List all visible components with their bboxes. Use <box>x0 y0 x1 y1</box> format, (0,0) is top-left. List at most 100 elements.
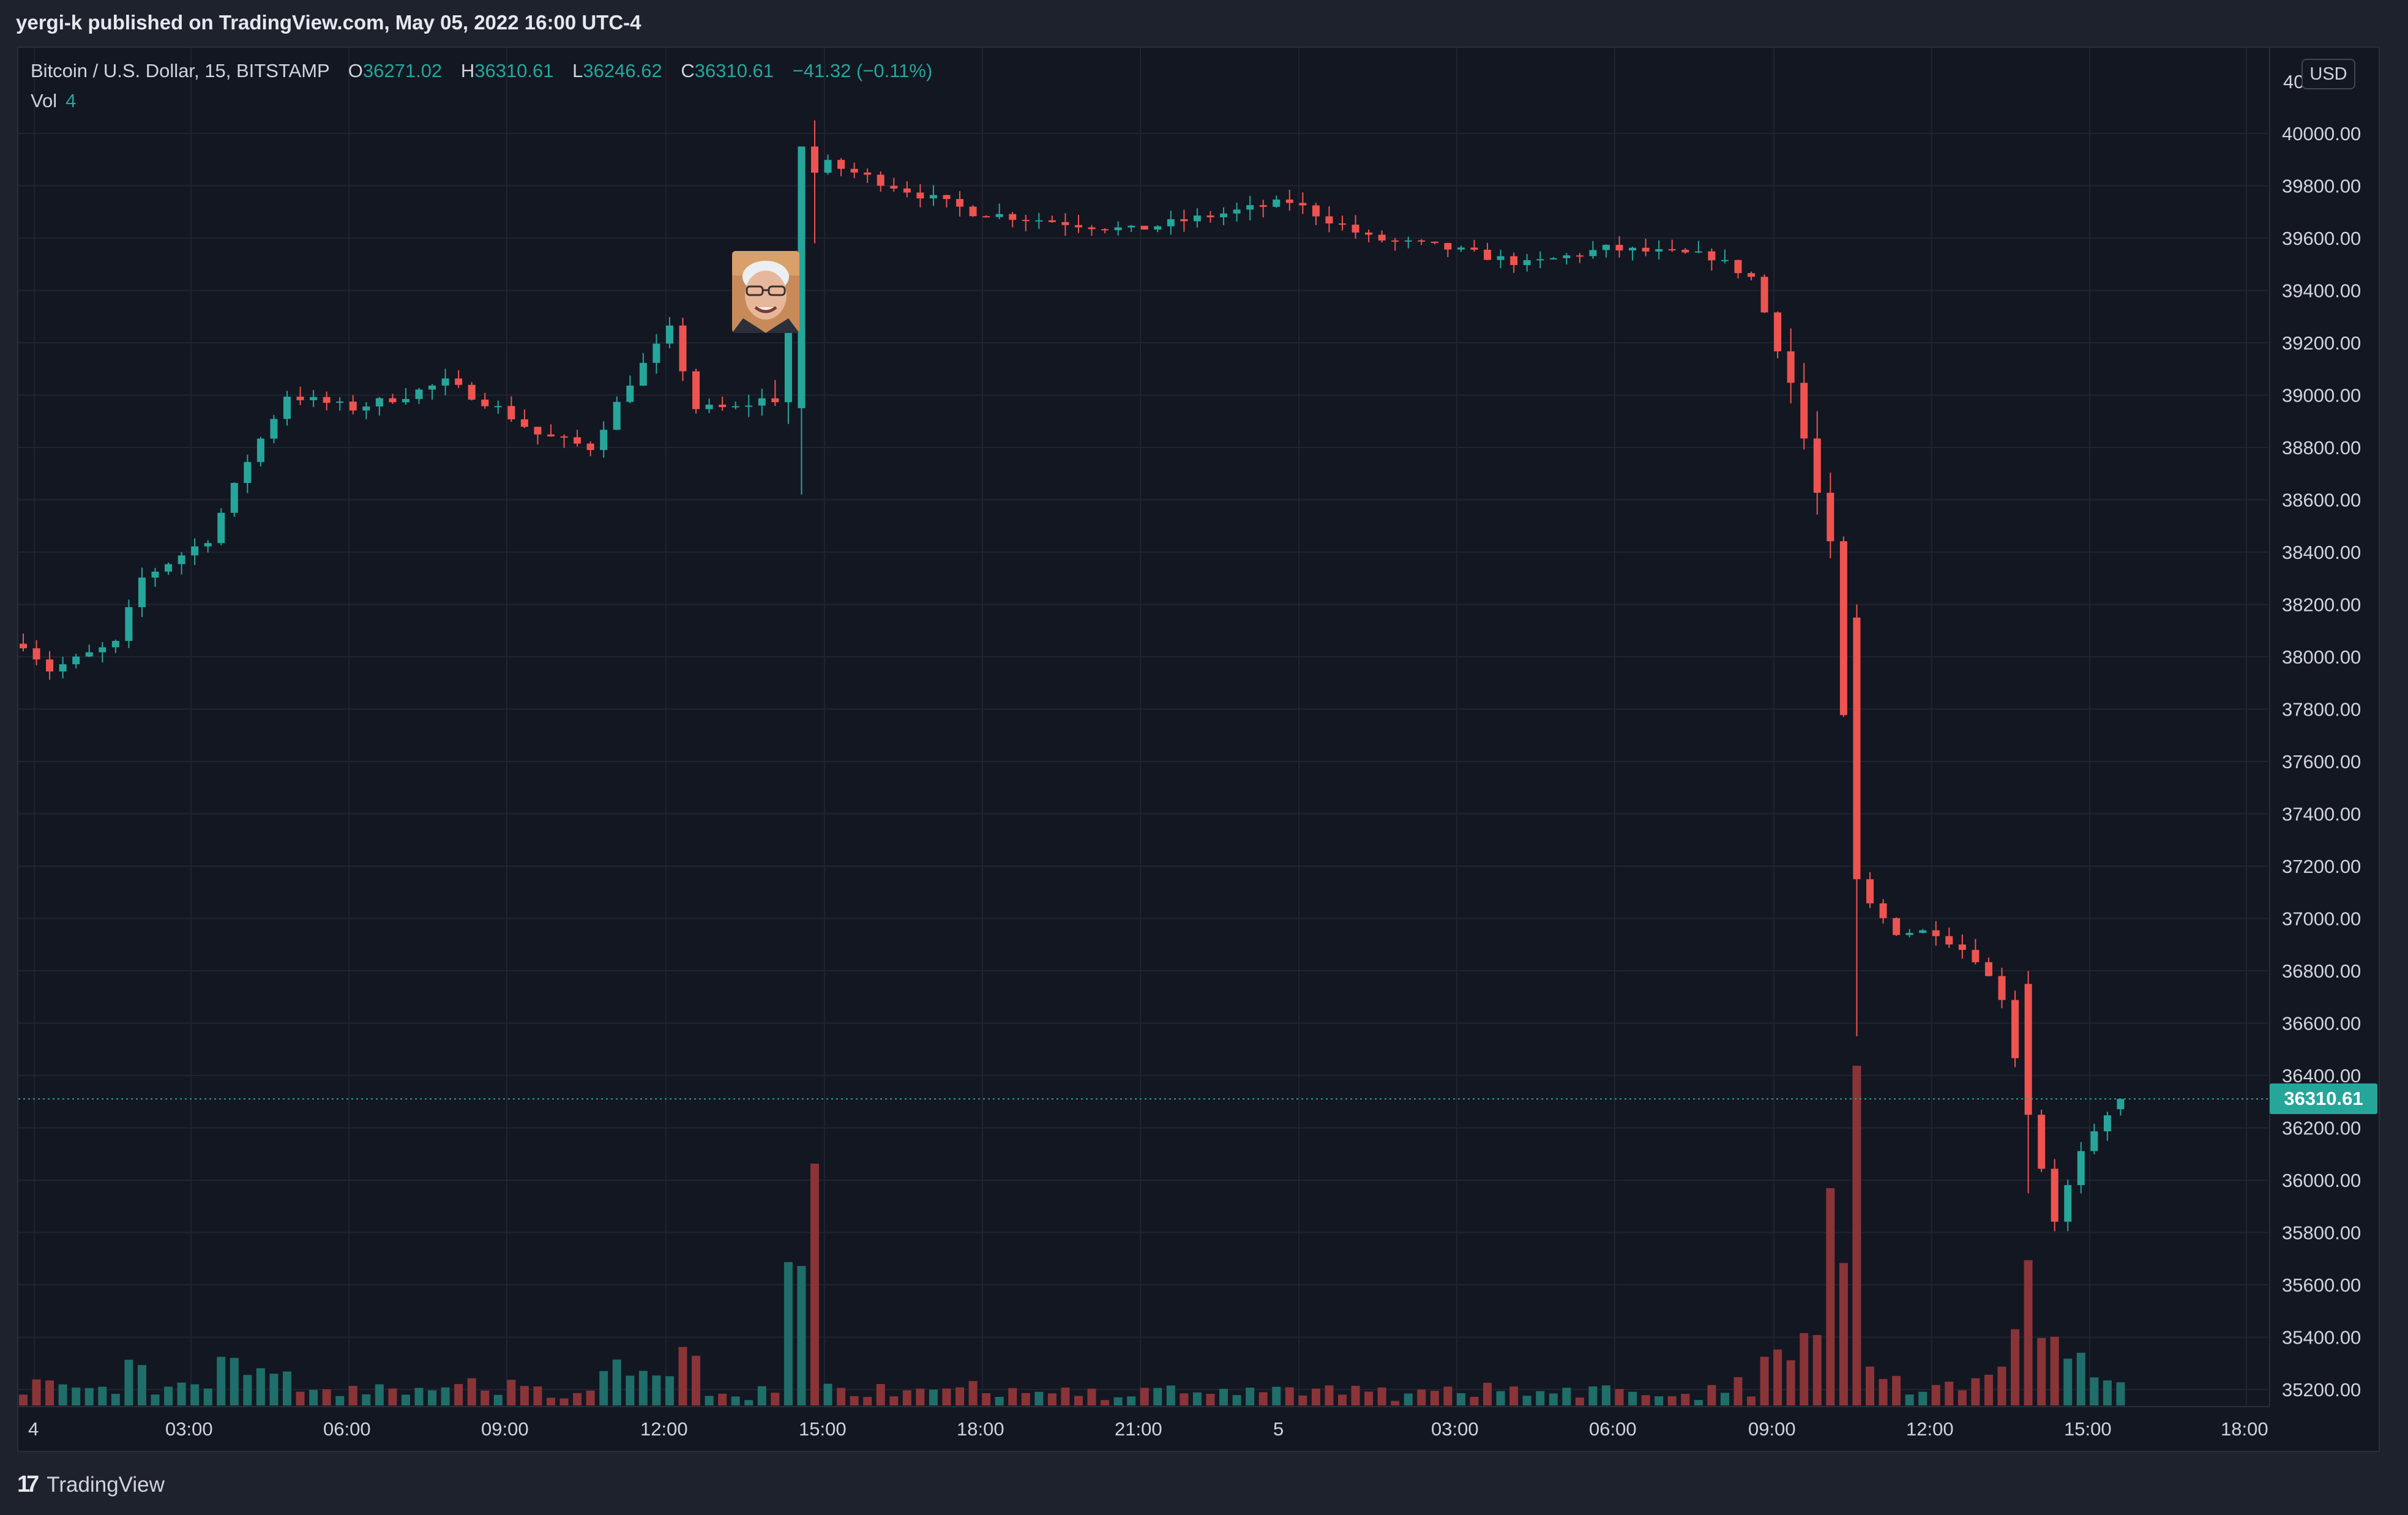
volume-bar <box>1641 1395 1650 1405</box>
volume-bar <box>1483 1383 1492 1405</box>
volume-bar <box>19 1394 28 1405</box>
price-tick-label: 35200.00 <box>2282 1379 2361 1401</box>
tradingview-logo[interactable]: 17 TradingView <box>17 1472 165 1498</box>
time-tick-label: 03:00 <box>165 1418 213 1440</box>
volume-bar <box>1272 1386 1281 1405</box>
candle-body <box>165 564 173 572</box>
candle-body <box>1193 215 1201 222</box>
price-tick-label: 37000.00 <box>2282 908 2361 930</box>
volume-bar <box>164 1386 173 1405</box>
volume-bar <box>309 1390 318 1405</box>
volume-bar <box>1931 1385 1940 1405</box>
volume-bar <box>1470 1396 1479 1405</box>
candle-body <box>1866 879 1874 903</box>
volume-bar <box>414 1388 424 1405</box>
candle-body <box>745 405 753 407</box>
candle-body <box>99 647 107 653</box>
symbol-title[interactable]: Bitcoin / U.S. Dollar, 15, BITSTAMP <box>31 60 330 81</box>
candle-body <box>1681 250 1689 253</box>
volume-legend[interactable]: Vol 4 <box>31 90 76 112</box>
volume-bar <box>151 1394 160 1405</box>
volume-bar <box>665 1376 674 1405</box>
volume-bar <box>1549 1393 1558 1405</box>
tradingview-logo-icon: 17 <box>17 1472 39 1497</box>
candle-body <box>600 430 608 451</box>
candle-body <box>560 436 568 438</box>
volume-bar <box>124 1360 133 1405</box>
candle-body <box>1893 918 1901 935</box>
candle-body <box>151 571 159 578</box>
price-tick-label: 38400.00 <box>2282 542 2361 563</box>
candle-body <box>2038 1115 2046 1169</box>
candle-body <box>613 402 621 430</box>
volume-bar <box>955 1387 965 1405</box>
candle-body <box>1563 255 1571 258</box>
candle-body <box>1774 312 1782 351</box>
volume-bar <box>810 1164 819 1405</box>
volume-bar <box>388 1388 397 1405</box>
volume-bar <box>493 1394 503 1405</box>
volume-bar <box>190 1384 200 1405</box>
time-tick-label: 5 <box>1273 1418 1284 1440</box>
close-key: C <box>681 60 695 81</box>
candle-body <box>877 174 884 186</box>
volume-bar <box>1720 1393 1729 1405</box>
close-value: 36310.61 <box>694 60 774 81</box>
volume-bar <box>1971 1378 1980 1405</box>
currency-badge[interactable]: USD <box>2301 59 2355 89</box>
price-tick-label: 40000.00 <box>2282 123 2361 144</box>
candle-body <box>1576 255 1584 257</box>
volume-bar <box>718 1393 727 1405</box>
candle-body <box>864 172 872 175</box>
candle-body <box>415 389 423 399</box>
candle-body <box>375 398 383 407</box>
volume-bar <box>1879 1378 1888 1405</box>
price-tick-label: 37800.00 <box>2282 699 2361 720</box>
candle-body <box>349 402 357 411</box>
candle-body <box>1009 214 1017 220</box>
price-tick-label: 39400.00 <box>2282 280 2361 302</box>
volume-bar <box>1456 1393 1465 1405</box>
candle-body <box>1879 903 1887 918</box>
price-tick-label: 35800.00 <box>2282 1222 2361 1244</box>
candle-body <box>336 402 344 403</box>
time-tick-label: 06:00 <box>323 1418 371 1440</box>
candle-body <box>890 185 898 189</box>
volume-bar <box>771 1393 780 1405</box>
volume-bar <box>626 1375 635 1405</box>
volume-bar <box>1852 1066 1861 1405</box>
volume-bar <box>1219 1388 1228 1405</box>
candle-body <box>1075 225 1082 228</box>
candle-body <box>903 188 911 193</box>
candle-body <box>1154 226 1162 230</box>
volume-bar <box>1733 1377 1743 1405</box>
candle-body <box>1180 219 1188 222</box>
candle-body <box>982 216 990 218</box>
high-key: H <box>460 60 475 81</box>
volume-bar <box>1232 1395 1241 1405</box>
candle-body <box>283 397 291 419</box>
volume-bar <box>547 1397 555 1405</box>
candle-body <box>837 160 845 169</box>
volume-bar <box>1812 1335 1822 1405</box>
open-key: O <box>348 60 363 81</box>
candle-body <box>270 419 278 439</box>
volume-bar <box>783 1262 793 1405</box>
candle-body <box>1127 225 1135 228</box>
volume-bar <box>902 1390 911 1405</box>
volume-bar <box>375 1384 384 1405</box>
candle-body <box>481 399 489 406</box>
volume-bar <box>1180 1393 1189 1405</box>
candle-body <box>1418 240 1426 242</box>
candle-body <box>731 406 739 408</box>
volume-bar <box>322 1389 331 1405</box>
candle-body <box>138 577 146 607</box>
chart-frame[interactable] <box>17 47 2380 1452</box>
volume-bar <box>296 1391 305 1405</box>
price-tick-label: 35400.00 <box>2282 1327 2361 1349</box>
candle-body <box>244 462 252 484</box>
volume-bar <box>58 1384 67 1405</box>
candle-body <box>1404 240 1412 242</box>
volume-bar <box>1192 1392 1202 1405</box>
